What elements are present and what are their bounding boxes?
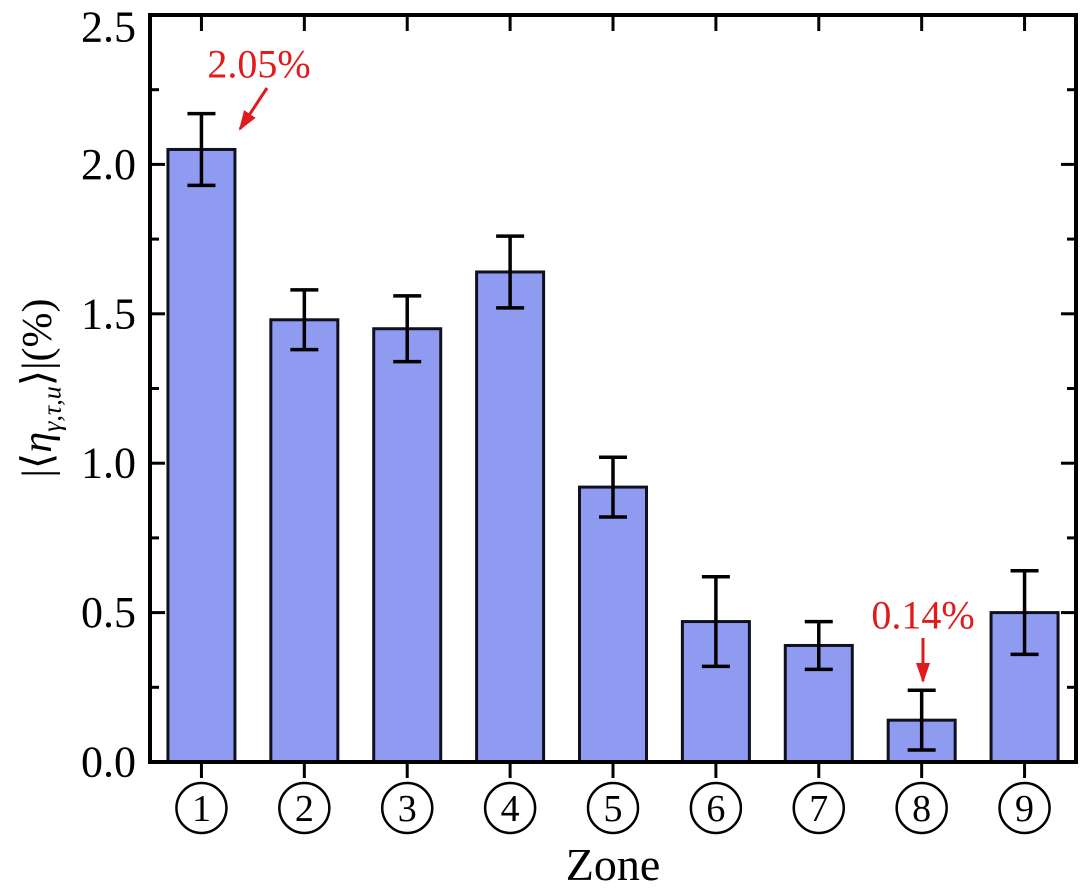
x-tick-label-1: 1 <box>192 788 211 830</box>
x-tick-circle-1 <box>175 781 228 835</box>
x-tick-circle-3 <box>380 781 434 835</box>
bar-zone-4 <box>475 270 546 764</box>
y-axis-label-subscript: γ,τ,u <box>37 386 67 432</box>
x-tick-label-6: 6 <box>706 788 725 830</box>
bar-zone-9 <box>989 611 1060 764</box>
y-tick-label-1.0: 1.0 <box>81 439 136 488</box>
y-axis-label-symbol: η <box>15 431 61 453</box>
y-tick-label-0.5: 0.5 <box>81 588 136 637</box>
x-tick-circle-7 <box>792 781 846 835</box>
y-tick-label-1.5: 1.5 <box>81 289 136 338</box>
y-tick-label-0.0: 0.0 <box>81 738 136 787</box>
x-tick-circle-4 <box>483 781 537 835</box>
x-tick-label-2: 2 <box>295 788 314 830</box>
x-tick-label-3: 3 <box>398 788 417 830</box>
x-tick-circle-2 <box>278 781 331 835</box>
x-tick-label-9: 9 <box>1015 788 1034 830</box>
x-tick-circle-9 <box>998 781 1051 835</box>
x-tick-circle-8 <box>895 781 948 835</box>
y-axis-label-close: ⟩| <box>15 361 61 387</box>
x-tick-label-4: 4 <box>501 788 520 830</box>
x-tick-label-7: 7 <box>809 788 828 830</box>
x-tick-circle-5 <box>586 781 640 835</box>
x-axis-label: Zone <box>565 839 661 890</box>
annotation-label-zone-8: 0.14% <box>871 593 974 638</box>
x-tick-circle-6 <box>689 781 743 835</box>
bar-zone-1 <box>166 147 237 764</box>
x-tick-label-5: 5 <box>604 788 623 830</box>
y-tick-label-2.0: 2.0 <box>81 140 136 189</box>
y-tick-label-2.5: 2.5 <box>81 3 136 52</box>
y-axis-label: |⟨ηγ,τ,u⟩|(%) <box>6 8 70 768</box>
x-tick-label-8: 8 <box>912 788 931 830</box>
y-axis-label-unit: (%) <box>15 298 61 362</box>
annotation-arrow-zone-1 <box>238 87 269 131</box>
annotation-label-zone-1: 2.05% <box>207 42 310 87</box>
y-axis-label-open: |⟨ <box>15 452 61 478</box>
bar-zone-3 <box>372 327 443 764</box>
bar-zone-5 <box>578 485 648 764</box>
bar-zone-2 <box>269 318 340 764</box>
